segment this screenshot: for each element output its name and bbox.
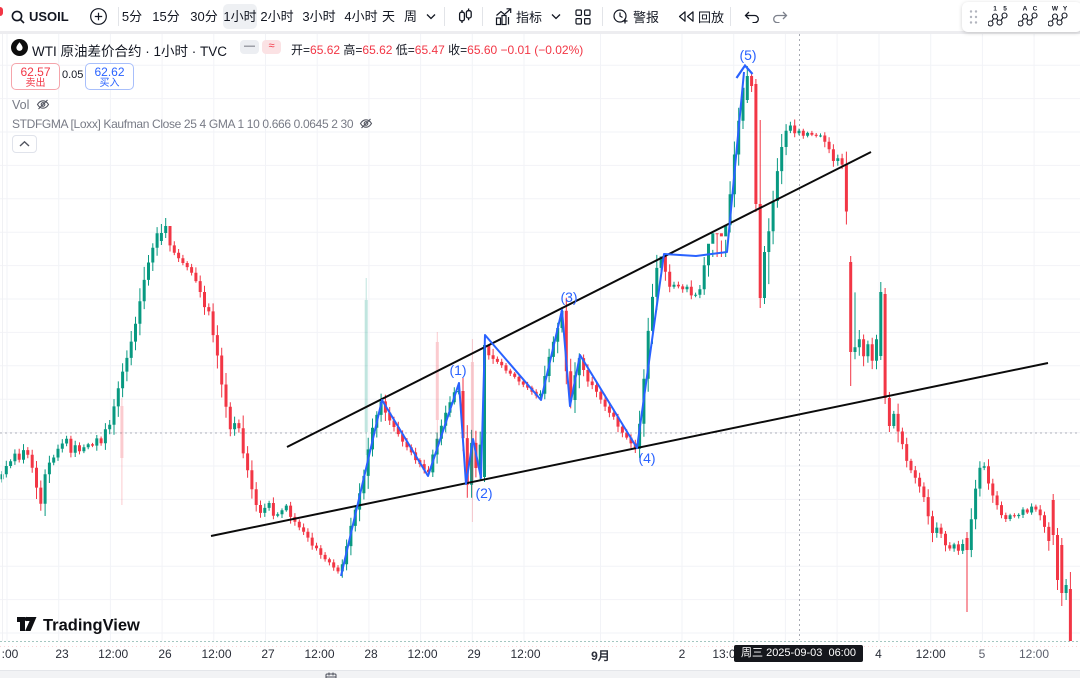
svg-text:5: 5 [1003, 6, 1007, 13]
svg-text:C: C [1033, 6, 1038, 13]
svg-text:1: 1 [993, 6, 997, 13]
svg-text:(3): (3) [560, 289, 577, 305]
svg-text:Y: Y [1063, 6, 1068, 13]
svg-text:A: A [1023, 6, 1028, 13]
svg-text:(5): (5) [739, 47, 756, 63]
svg-text:W: W [1052, 6, 1059, 13]
svg-text:(4): (4) [638, 450, 655, 466]
svg-text:(2): (2) [475, 485, 492, 501]
svg-text:(1): (1) [449, 362, 466, 378]
svg-text:TradingView: TradingView [43, 617, 140, 635]
